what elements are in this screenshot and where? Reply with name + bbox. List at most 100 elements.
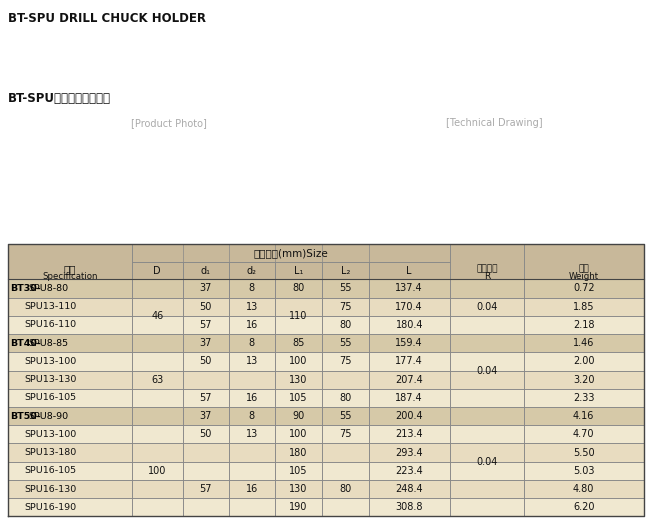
Bar: [8, 279, 132, 297]
Bar: [229, 425, 275, 443]
Bar: [275, 443, 322, 462]
Bar: [524, 462, 644, 480]
Bar: [369, 334, 450, 352]
Bar: [8, 462, 132, 480]
Bar: [450, 407, 524, 425]
Text: SPU13-180: SPU13-180: [24, 448, 77, 457]
Bar: [524, 297, 644, 316]
Text: L₁: L₁: [294, 266, 304, 276]
Bar: [369, 352, 450, 371]
Bar: [450, 297, 524, 316]
Bar: [275, 371, 322, 389]
Bar: [524, 316, 644, 334]
Bar: [8, 480, 132, 498]
Text: 100: 100: [289, 429, 308, 440]
Text: 170.4: 170.4: [395, 302, 423, 312]
Text: 57: 57: [200, 393, 212, 403]
Bar: [322, 279, 369, 297]
Bar: [229, 316, 275, 334]
Bar: [275, 334, 322, 352]
Bar: [275, 297, 322, 316]
Text: 187.4: 187.4: [395, 393, 423, 403]
Text: 4.16: 4.16: [573, 411, 595, 421]
Bar: [8, 316, 132, 334]
Bar: [229, 480, 275, 498]
Text: SPU16-105: SPU16-105: [24, 466, 77, 475]
Bar: [229, 297, 275, 316]
Bar: [229, 279, 275, 297]
Text: d₂: d₂: [247, 266, 257, 276]
Text: Specification: Specification: [42, 272, 98, 281]
Bar: [183, 443, 229, 462]
Bar: [450, 443, 524, 462]
Bar: [229, 352, 275, 371]
Bar: [8, 498, 132, 516]
Text: 37: 37: [200, 283, 212, 293]
Bar: [322, 371, 369, 389]
Text: BT30-: BT30-: [10, 284, 41, 293]
Bar: [183, 425, 229, 443]
Text: SPU13-100: SPU13-100: [24, 430, 77, 439]
Text: 2.00: 2.00: [573, 357, 595, 366]
Text: 80: 80: [339, 484, 352, 494]
Bar: [132, 263, 183, 279]
Text: 3.20: 3.20: [573, 375, 595, 385]
Text: 200.4: 200.4: [395, 411, 423, 421]
Text: 16: 16: [246, 484, 258, 494]
Text: 46: 46: [151, 311, 163, 321]
Bar: [229, 371, 275, 389]
Bar: [132, 334, 183, 352]
Bar: [8, 352, 132, 371]
Text: 130: 130: [289, 375, 308, 385]
Text: D: D: [153, 266, 161, 276]
Text: 57: 57: [200, 320, 212, 330]
Text: d₁: d₁: [201, 266, 211, 276]
Text: 4.80: 4.80: [573, 484, 595, 494]
Text: 57: 57: [200, 484, 212, 494]
Text: 75: 75: [339, 429, 352, 440]
Text: SPU8-85: SPU8-85: [29, 339, 69, 348]
Bar: [183, 462, 229, 480]
Text: BT-SPU DRILL CHUCK HOLDER: BT-SPU DRILL CHUCK HOLDER: [8, 12, 206, 25]
Text: 4.70: 4.70: [573, 429, 595, 440]
Bar: [132, 498, 183, 516]
Bar: [229, 462, 275, 480]
Text: 外形尺寸(mm)Size: 外形尺寸(mm)Size: [254, 248, 328, 258]
Bar: [524, 498, 644, 516]
Bar: [132, 443, 183, 462]
Bar: [450, 480, 524, 498]
Bar: [183, 389, 229, 407]
Text: SPU8-80: SPU8-80: [29, 284, 69, 293]
Bar: [369, 462, 450, 480]
Text: 0.04: 0.04: [476, 457, 497, 467]
Bar: [369, 480, 450, 498]
Bar: [229, 334, 275, 352]
Bar: [450, 244, 524, 279]
Text: 105: 105: [289, 393, 308, 403]
Text: SPU16-130: SPU16-130: [24, 485, 77, 494]
Bar: [369, 443, 450, 462]
Bar: [183, 407, 229, 425]
Text: 2.33: 2.33: [573, 393, 595, 403]
Text: 13: 13: [246, 357, 258, 366]
Bar: [183, 316, 229, 334]
Bar: [369, 316, 450, 334]
Text: Weight: Weight: [569, 272, 599, 281]
Text: 293.4: 293.4: [395, 447, 423, 458]
Bar: [450, 279, 524, 297]
Bar: [369, 425, 450, 443]
Text: [Technical Drawing]: [Technical Drawing]: [446, 118, 542, 128]
Bar: [183, 334, 229, 352]
Bar: [369, 389, 450, 407]
Bar: [229, 389, 275, 407]
Text: 180.4: 180.4: [395, 320, 423, 330]
Bar: [275, 263, 322, 279]
Text: 16: 16: [246, 320, 258, 330]
Text: 6.20: 6.20: [573, 502, 595, 512]
Bar: [369, 297, 450, 316]
Bar: [8, 407, 132, 425]
Text: 50: 50: [200, 302, 212, 312]
Bar: [275, 352, 322, 371]
Bar: [450, 425, 524, 443]
Bar: [183, 371, 229, 389]
